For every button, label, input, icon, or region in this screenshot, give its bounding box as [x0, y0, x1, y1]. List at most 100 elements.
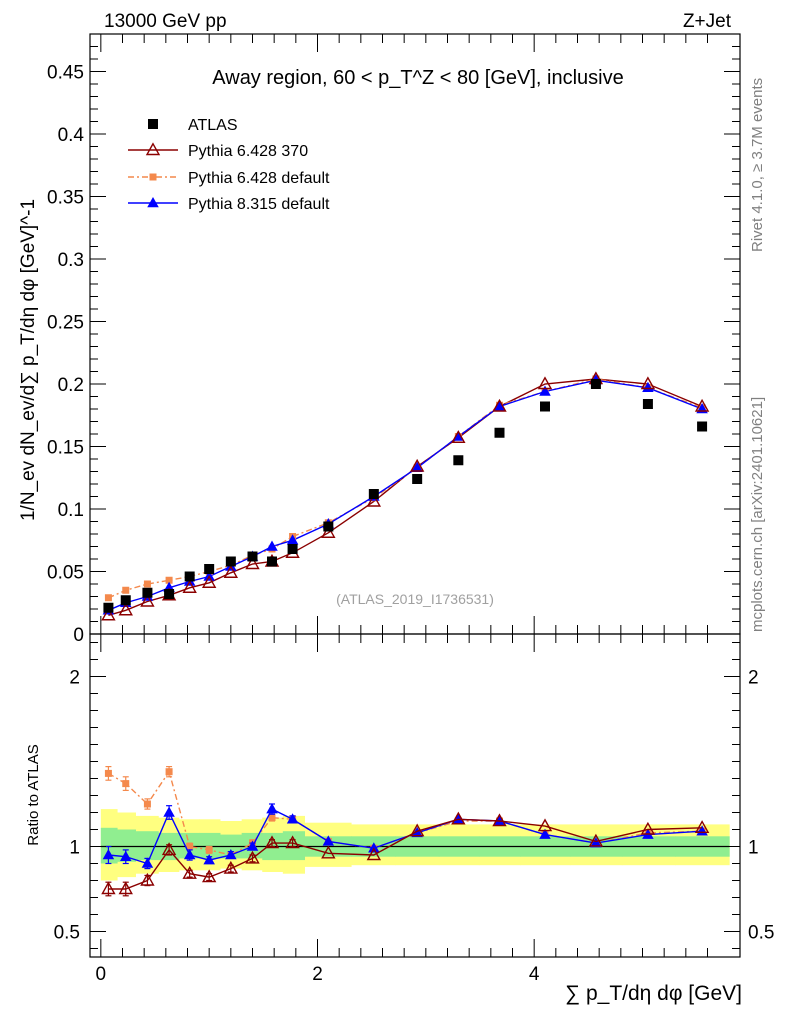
main-series-2-point — [104, 594, 112, 602]
ratio-series-2-point — [141, 857, 154, 868]
main-series-0-point — [142, 587, 153, 598]
main-series-3-point — [642, 381, 654, 392]
ratio-series-0-point — [640, 821, 656, 835]
ratio-series-0-point — [140, 872, 155, 886]
main-series-0-point — [453, 455, 464, 466]
mcplots-label: mcplots.cern.ch [arXiv:2401.10621] — [749, 397, 766, 632]
main-series-0-point — [120, 595, 131, 606]
main-series-line-2 — [108, 378, 703, 599]
ratio-y-tick-label-right: 2 — [748, 668, 759, 689]
ratio-series-0-point — [492, 813, 507, 827]
ratio-series-0-point — [588, 833, 604, 847]
ratio-y-tick-label-right: 1 — [748, 838, 759, 859]
ratio-series-0-point — [101, 881, 116, 895]
legend-entry-3: Pythia 8.315 default — [188, 196, 330, 213]
legend-entry-2: Pythia 6.428 default — [188, 170, 330, 187]
ratio-series-2-point — [411, 826, 423, 838]
ratio-plot-frame — [89, 633, 741, 958]
x-tick-label: 2 — [312, 964, 323, 985]
ratio-uncertainty-band-green — [199, 832, 221, 859]
ratio-uncertainty-band-green — [282, 831, 305, 861]
main-series-0-point — [267, 556, 277, 567]
legend-marker-0 — [148, 119, 158, 129]
legend-entry-1: Pythia 6.428 370 — [188, 143, 308, 160]
main-series-0-point — [697, 421, 708, 432]
ratio-series-0-point — [285, 835, 300, 849]
main-series-2-point — [122, 586, 130, 594]
main-y-tick-label: 0.1 — [58, 500, 84, 521]
main-series-0-point — [368, 489, 379, 499]
header-process-label: Z+Jet — [683, 11, 732, 32]
ratio-series-2-point — [590, 837, 602, 848]
main-y-tick-label: 0 — [73, 625, 84, 646]
main-series-1-point — [366, 493, 382, 507]
main-series-0-point — [164, 589, 175, 599]
main-y-tick-label: 0.2 — [58, 375, 84, 396]
ratio-uncertainty-band-green — [100, 827, 118, 864]
ratio-series-0-point — [451, 811, 466, 825]
main-series-1-point — [492, 398, 507, 412]
main-series-2-point — [143, 580, 151, 588]
main-series-1-point — [140, 593, 155, 607]
main-series-3-point — [286, 534, 299, 545]
main-series-1-point — [537, 376, 553, 390]
main-y-tick-label: 0.25 — [47, 313, 84, 334]
legend-entry-0: ATLAS — [188, 117, 238, 134]
main-y-tick-label: 0.35 — [47, 188, 84, 209]
main-series-1-point — [201, 575, 217, 588]
main-series-1-point — [321, 525, 336, 538]
main-series-1-point — [694, 398, 710, 412]
ratio-series-1-point — [268, 814, 276, 822]
main-series-0-point — [287, 544, 298, 554]
ratio-series-0-point — [694, 820, 710, 833]
ratio-y-tick-label-right: 0.5 — [748, 923, 774, 944]
ratio-y-axis-label: Ratio to ATLAS — [25, 744, 42, 845]
ratio-series-2-point — [452, 813, 465, 824]
ratio-series-0-point — [264, 835, 280, 849]
ratio-series-0-point — [201, 869, 217, 883]
header-collision-label: 13000 GeV pp — [104, 11, 227, 32]
plot-title: Away region, 60 < p_T^Z < 80 [GeV], incl… — [212, 67, 623, 89]
ratio-series-2-point — [120, 850, 132, 861]
main-y-tick-label: 0.3 — [58, 250, 84, 271]
main-plot-panel: Away region, 60 < p_T^Z < 80 [GeV], incl… — [18, 33, 741, 646]
main-series-3-point — [493, 400, 506, 411]
main-y-tick-label: 0.05 — [47, 563, 84, 584]
ratio-plot-panel: Ratio to ATLAS 0.5 0.5 1 1 2 2 0 2 4 — [25, 633, 774, 985]
main-series-1-point — [182, 580, 197, 593]
ratio-series-0-point — [182, 866, 197, 879]
ratio-uncertainty-band-green — [135, 831, 159, 861]
main-series-3-point — [539, 385, 551, 396]
main-series-0-point — [323, 521, 334, 532]
ratio-series-2-point — [183, 849, 196, 860]
main-series-0-point — [540, 401, 550, 412]
ratio-series-1-point — [165, 768, 173, 776]
main-series-0-point — [590, 379, 601, 389]
rivet-version-label: Rivet 4.1.0, ≥ 3.7M events — [749, 78, 766, 252]
main-y-tick-label: 0.4 — [58, 125, 85, 146]
ratio-series-0-point — [118, 881, 133, 895]
ratio-series-2-point — [266, 803, 278, 814]
ratio-series-2-point — [203, 854, 215, 865]
x-tick-label: 4 — [529, 964, 540, 985]
ratio-series-2-point — [102, 849, 115, 860]
main-series-1-point — [223, 565, 239, 578]
ratio-series-0-point — [321, 845, 336, 859]
ratio-series-0-point — [223, 860, 239, 874]
main-series-0-point — [642, 399, 653, 409]
main-series-1-point — [409, 458, 425, 472]
ratio-series-0-point — [245, 850, 260, 864]
x-axis-label: ∑ p_T/dη dφ [GeV] — [565, 982, 742, 1005]
ratio-series-2-point — [225, 849, 237, 860]
main-series-0-point — [412, 474, 423, 484]
ratio-series-2-point — [286, 813, 299, 824]
main-series-3-point — [266, 540, 278, 551]
ratio-series-1-point — [205, 846, 213, 854]
ratio-series-2-point — [163, 806, 175, 817]
main-series-0-point — [494, 427, 505, 438]
ratio-series-2-point — [539, 828, 551, 839]
ratio-series-1-point — [104, 769, 112, 777]
ratio-y-tick-label-left: 1 — [69, 838, 80, 859]
legend-marker-3 — [147, 197, 159, 208]
